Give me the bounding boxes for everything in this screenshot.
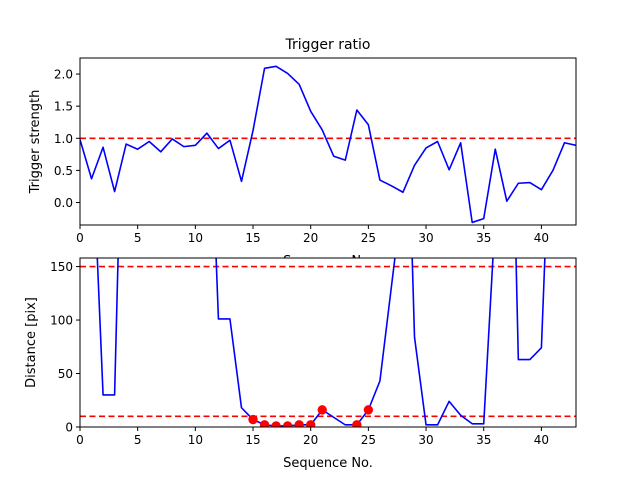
x-tick-label: 20 <box>303 231 318 245</box>
x-tick-label: 15 <box>245 231 260 245</box>
x-tick-label: 5 <box>134 231 142 245</box>
x-tick-label: 10 <box>188 433 203 447</box>
x-tick-label: 20 <box>303 433 318 447</box>
series-line-segment <box>96 258 119 396</box>
data-point-marker <box>352 420 362 427</box>
x-tick-label: 35 <box>476 231 491 245</box>
x-tick-label: 10 <box>188 231 203 245</box>
data-point-marker <box>259 420 270 427</box>
x-axis-label: Sequence No. <box>283 456 373 471</box>
y-tick-label: 1.0 <box>54 132 73 146</box>
x-axis-ticks: 0 5 10 15 20 25 30 35 40 <box>76 225 549 245</box>
y-tick-label: 0.0 <box>54 196 73 210</box>
y-tick-label: 0.5 <box>54 164 73 178</box>
series-group <box>80 65 576 224</box>
series-line-segment <box>411 258 494 426</box>
threshold-lines <box>80 265 576 418</box>
y-tick-label: 0 <box>65 421 73 435</box>
y-axis-label: Distance [pix] <box>24 297 39 388</box>
x-tick-label: 35 <box>476 433 491 447</box>
y-tick-label: 50 <box>58 367 73 381</box>
series-line-segment <box>515 258 546 361</box>
series-line <box>80 65 576 224</box>
y-axis-label: Trigger strength <box>28 90 43 195</box>
data-point-marker <box>271 421 281 427</box>
y-axis-ticks: 0.0 0.5 1.0 1.5 2.0 <box>54 68 80 210</box>
y-axis-ticks: 0 50 100 150 <box>50 260 80 435</box>
x-tick-label: 25 <box>361 433 376 447</box>
data-point-marker <box>305 420 316 427</box>
data-point-marker <box>363 405 374 415</box>
axes-frame <box>79 257 577 428</box>
subplot-distance: 0 5 10 15 20 25 30 35 40 0 50 100 150 Distance [pix… <box>24 257 577 471</box>
y-tick-label: 2.0 <box>54 68 73 82</box>
axes-background <box>80 258 576 427</box>
data-point-marker <box>282 421 293 427</box>
x-tick-label: 0 <box>76 433 84 447</box>
data-point-marker <box>248 414 258 425</box>
axes-frame <box>79 57 577 226</box>
subplot-trigger-ratio: Trigger ratio 0 5 10 15 20 25 30 35 40 0.0 0.5 1.0… <box>28 37 577 269</box>
x-tick-label: 0 <box>76 231 84 245</box>
data-point-marker <box>317 405 327 415</box>
x-tick-label: 15 <box>245 433 260 447</box>
x-tick-label: 5 <box>134 433 142 447</box>
y-tick-label: 150 <box>50 260 73 274</box>
x-tick-label: 25 <box>361 231 376 245</box>
x-axis-ticks: 0 5 10 15 20 25 30 35 40 <box>76 427 549 447</box>
data-point-marker <box>294 420 304 427</box>
y-tick-label: 1.5 <box>54 100 73 114</box>
y-tick-label: 100 <box>50 314 73 328</box>
plot-area <box>79 257 577 428</box>
x-tick-label: 40 <box>534 433 549 447</box>
series-group <box>96 258 546 427</box>
x-tick-label: 30 <box>418 433 433 447</box>
x-tick-label: 30 <box>418 231 433 245</box>
x-tick-label: 40 <box>534 231 549 245</box>
plot-area <box>79 57 577 226</box>
chart-title: Trigger ratio <box>284 37 370 53</box>
